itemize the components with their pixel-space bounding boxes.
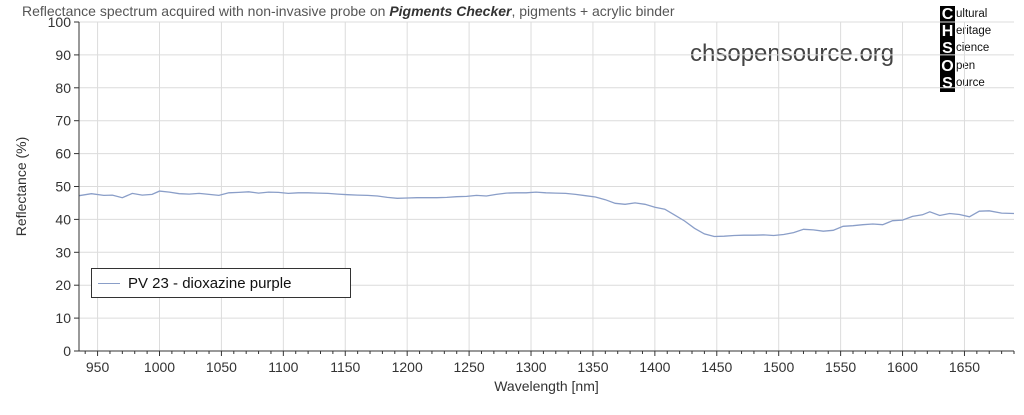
x-tick-label: 1000	[144, 359, 175, 375]
y-tick-labels: 0 10 20 30 40 50 60 70 80 90 100	[48, 14, 72, 359]
y-tick-label: 20	[55, 277, 71, 293]
y-tick-label: 40	[55, 211, 71, 227]
y-tick-label: 70	[55, 113, 71, 129]
x-tick-label: 1500	[763, 359, 794, 375]
y-tick-label: 60	[55, 146, 71, 162]
y-tick-label: 100	[48, 14, 72, 30]
series-line	[78, 190, 1015, 238]
x-tick-label: 1300	[515, 359, 546, 375]
y-tick-label: 30	[55, 244, 71, 260]
x-tick-label: 1150	[330, 359, 360, 375]
x-tick-label: 1250	[454, 359, 485, 375]
y-tick-label: 80	[55, 80, 71, 96]
y-tick-label: 90	[55, 47, 71, 63]
y-tick-label: 0	[63, 343, 71, 359]
x-tick-label: 950	[86, 359, 110, 375]
y-axis-label: Reflectance (%)	[13, 137, 29, 237]
y-tick-label: 50	[55, 179, 71, 195]
x-tick-label: 1400	[639, 359, 670, 375]
legend: PV 23 - dioxazine purple	[91, 268, 351, 298]
grid-lines	[74, 21, 1015, 356]
x-tick-labels: 950 1000 1050 1100 1150 1200 1250 1300 1350 1400 1…	[86, 359, 980, 375]
x-tick-label: 1550	[825, 359, 856, 375]
x-tick-label: 1050	[206, 359, 237, 375]
watermark-text: chsopensource.org	[690, 40, 895, 67]
x-tick-label: 1650	[949, 359, 980, 375]
x-tick-label: 1200	[392, 359, 423, 375]
x-tick-label: 1100	[268, 359, 298, 375]
x-tick-label: 1350	[577, 359, 608, 375]
x-tick-label: 1450	[701, 359, 732, 375]
x-axis-label: Wavelength [nm]	[494, 378, 599, 394]
y-tick-label: 10	[55, 310, 71, 326]
legend-swatch	[98, 282, 120, 284]
x-tick-label: 1600	[887, 359, 918, 375]
series-lines	[78, 190, 1015, 238]
chart-title: Reflectance spectrum acquired with non-i…	[22, 3, 675, 19]
legend-label: PV 23 - dioxazine purple	[128, 274, 292, 292]
